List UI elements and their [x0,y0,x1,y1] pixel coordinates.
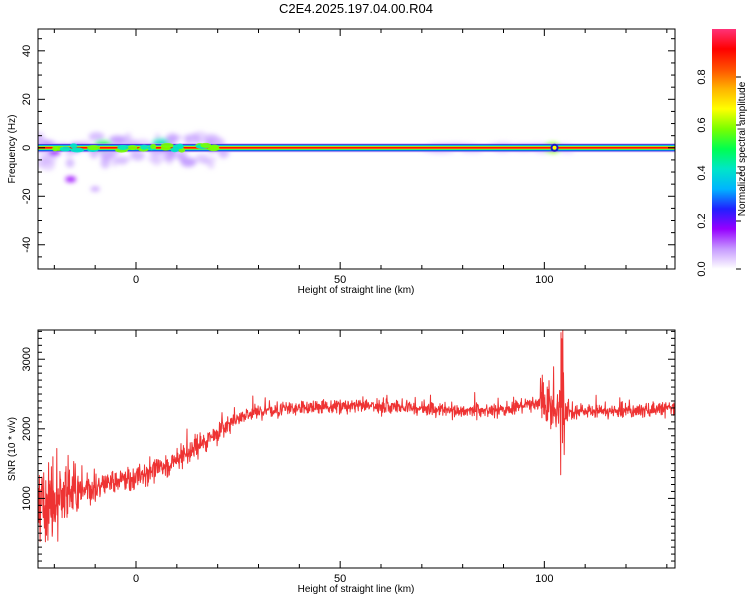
spectrogram-ripple [150,144,157,150]
spectrogram-ripple [127,145,138,151]
spectrogram-haze-cell [125,156,132,161]
x-tick-label: 100 [535,274,553,286]
spectrogram-haze-cell [177,150,188,162]
spectrogram-ripple [209,144,220,150]
snr-line [38,330,675,543]
spectrogram-panel: 0 50 100 -40 -20 0 20 40 Height of straight lin… [7,28,676,296]
colorbar: 0.0 0.2 0.4 0.6 0.8 Normalized spectral ampl… [696,29,748,277]
snr-frame [37,329,676,569]
spectrogram-ripple [140,144,148,150]
snr-ylabel: SNR (10 * v/v) [7,417,18,481]
y-tick-label: 0 [21,145,33,151]
spectrogram-feature [90,186,100,192]
spectrogram-haze-cell [38,155,52,166]
figure-title: C2E4.2025.197.04.00.R04 [279,1,433,16]
spectrogram-haze-cell [124,132,132,140]
spectrogram-haze-cell [88,132,105,142]
colorbar-scale [712,29,736,269]
y-tick-label: 40 [21,45,33,57]
spectrogram-feature [65,176,77,183]
x-tick-label: 50 [334,573,346,585]
y-tick-label: 2000 [21,417,33,441]
x-tick-label: 0 [133,573,139,585]
spectrogram-haze-cell [100,157,110,169]
spectrogram-ripple [200,142,212,148]
y-tick-label: 1000 [21,486,33,510]
spectrogram-ripple [70,147,85,153]
spectrogram-ripple [160,145,171,151]
spectrogram-frame [37,28,676,270]
y-tick-label: -40 [21,237,33,253]
spectrogram-haze-cell [166,133,179,142]
spectrogram-ripple [172,144,184,150]
x-tick-label: 0 [133,274,139,286]
spectrogram-haze-cell [147,155,160,162]
spectrogram-haze-cell [110,135,125,145]
spectrogram-ripple [70,143,78,149]
spectrogram-axes: 0 50 100 -40 -20 0 20 40 [21,29,675,286]
spectrogram-ripple [117,145,129,151]
snr-panel: 0 50 100 1000 2000 3000 Height of straight li… [7,329,676,595]
colorbar-tick-label: 0.8 [696,69,708,84]
spectrogram-haze-cell [207,161,215,169]
y-tick-label: 20 [21,93,33,105]
spectrogram-haze-cell [65,158,75,168]
spectrogram-ripple [52,146,59,152]
spectrogram-haze-cell [192,157,206,163]
spectrogram-haze-cell [38,131,45,141]
spectrogram-ripple [59,146,71,152]
spectrogram-haze-cell [111,154,118,167]
colorbar-tick-label: 0.4 [696,165,708,180]
spectrogram-heatmap [38,131,675,192]
x-tick-label: 100 [535,573,553,585]
spectrogram-ylabel: Frequency (Hz) [7,115,18,184]
spectrogram-band-layer [38,147,675,149]
spectrogram-xlabel: Height of straight line (km) [298,285,415,296]
snr-series [38,330,675,543]
y-tick-label: -20 [21,188,33,204]
snr-xlabel: Height of straight line (km) [298,584,415,595]
x-tick-label: 50 [334,274,346,286]
spectrogram-haze-cell [100,150,109,160]
colorbar-tick-label: 0.2 [696,213,708,228]
colorbar-ticks: 0.0 0.2 0.4 0.6 0.8 [696,69,741,277]
spectrogram-haze-cell [115,156,129,165]
colorbar-tick-label: 0.0 [696,261,708,276]
spectrogram-feature [552,145,557,150]
colorbar-tick-label: 0.6 [696,117,708,132]
snr-background [38,330,675,568]
y-tick-label: 3000 [21,347,33,371]
spectrogram-ripple [87,145,100,151]
colorbar-label: Normalized spectral amplitude [737,81,748,216]
